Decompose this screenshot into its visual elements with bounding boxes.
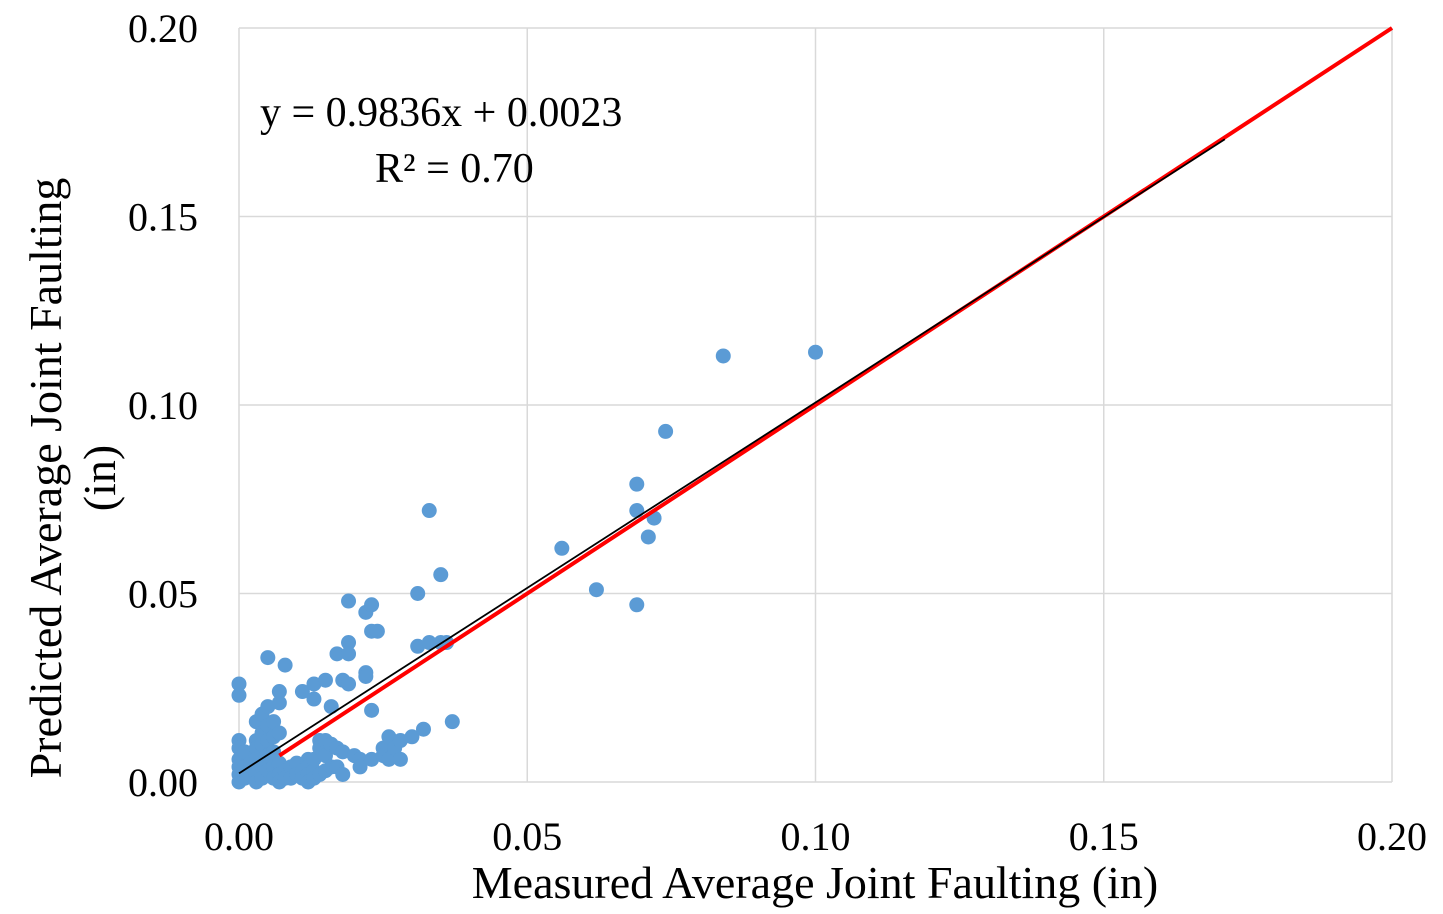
data-point-101 bbox=[410, 638, 426, 654]
linear-trendline bbox=[238, 138, 1226, 775]
data-point-76 bbox=[341, 635, 357, 651]
data-point-27 bbox=[260, 650, 276, 666]
trendline-equation: y = 0.9836x + 0.0023 bbox=[260, 90, 622, 136]
data-point-24 bbox=[260, 699, 276, 715]
data-point-97 bbox=[392, 751, 408, 767]
data-point-86 bbox=[364, 597, 380, 613]
data-point-74 bbox=[335, 744, 351, 760]
data-point-58 bbox=[306, 676, 322, 692]
data-point-112 bbox=[629, 476, 645, 492]
data-point-55 bbox=[306, 751, 322, 767]
data-point-118 bbox=[808, 344, 823, 360]
y-tick-label-1: 0.05 bbox=[128, 572, 198, 617]
data-point-106 bbox=[433, 567, 449, 583]
axes bbox=[238, 28, 1392, 783]
fit-lines bbox=[238, 26, 1394, 775]
y-axis-title-line-1: Predicted Average Joint Faulting bbox=[20, 178, 71, 779]
tick-labels: 0.00 0.05 0.10 0.15 0.20 0.00 0.05 0.10 0.15 0.20 bbox=[128, 6, 1427, 859]
data-point-0 bbox=[231, 676, 247, 692]
data-point-90 bbox=[369, 623, 385, 639]
data-point-116 bbox=[658, 423, 674, 439]
data-point-59 bbox=[306, 691, 322, 707]
equality-line bbox=[278, 26, 1394, 758]
data-point-67 bbox=[323, 699, 339, 715]
data-point-107 bbox=[439, 635, 455, 651]
data-point-95 bbox=[381, 729, 397, 745]
data-point-48 bbox=[294, 684, 310, 700]
data-point-77 bbox=[341, 646, 357, 662]
data-point-78 bbox=[341, 593, 357, 609]
x-tick-label-1: 0.05 bbox=[492, 814, 562, 859]
data-point-79 bbox=[341, 676, 357, 692]
data-point-114 bbox=[640, 529, 656, 545]
data-point-109 bbox=[554, 540, 570, 556]
x-tick-label-2: 0.10 bbox=[781, 814, 851, 859]
data-point-75 bbox=[335, 766, 351, 782]
x-tick-label-3: 0.15 bbox=[1069, 814, 1139, 859]
data-point-89 bbox=[364, 751, 380, 767]
data-point-70 bbox=[329, 646, 345, 662]
x-tick-label-4: 0.20 bbox=[1357, 814, 1427, 859]
axis-titles: Measured Average Joint Faulting (in) Pre… bbox=[20, 178, 1158, 908]
data-point-36 bbox=[271, 725, 287, 741]
data-point-82 bbox=[352, 759, 368, 775]
x-tick-label-0: 0.00 bbox=[204, 814, 274, 859]
data-point-99 bbox=[404, 729, 420, 745]
data-point-8 bbox=[237, 744, 253, 760]
data-point-85 bbox=[358, 668, 374, 684]
y-tick-label-2: 0.10 bbox=[128, 383, 198, 428]
y-axis-title-line-2: (in) bbox=[74, 445, 125, 511]
data-point-117 bbox=[715, 348, 731, 364]
x-axis-title: Measured Average Joint Faulting (in) bbox=[472, 857, 1158, 908]
data-point-98 bbox=[392, 733, 408, 749]
data-point-65 bbox=[317, 748, 333, 764]
data-point-88 bbox=[364, 702, 380, 718]
data-point-30 bbox=[266, 714, 282, 730]
data-point-102 bbox=[415, 721, 431, 737]
data-point-110 bbox=[588, 582, 604, 598]
y-tick-label-0: 0.00 bbox=[128, 760, 198, 805]
data-point-43 bbox=[277, 657, 293, 673]
data-point-113 bbox=[629, 597, 645, 613]
annotations: y = 0.9836x + 0.0023 R² = 0.70 bbox=[260, 90, 622, 192]
data-point-111 bbox=[629, 503, 645, 519]
data-points bbox=[231, 344, 823, 790]
r-squared-label: R² = 0.70 bbox=[375, 146, 534, 192]
y-tick-label-4: 0.20 bbox=[128, 6, 198, 51]
data-point-40 bbox=[271, 684, 287, 700]
data-point-94 bbox=[381, 751, 397, 767]
y-tick-label-3: 0.15 bbox=[128, 195, 198, 240]
y-axis-title: Predicted Average Joint Faulting (in) bbox=[20, 178, 125, 779]
data-point-35 bbox=[271, 695, 287, 711]
data-point-104 bbox=[421, 635, 437, 651]
data-point-63 bbox=[317, 672, 333, 688]
data-point-108 bbox=[444, 714, 460, 730]
data-point-100 bbox=[410, 586, 426, 601]
data-point-103 bbox=[421, 503, 437, 519]
data-point-1 bbox=[231, 687, 247, 703]
